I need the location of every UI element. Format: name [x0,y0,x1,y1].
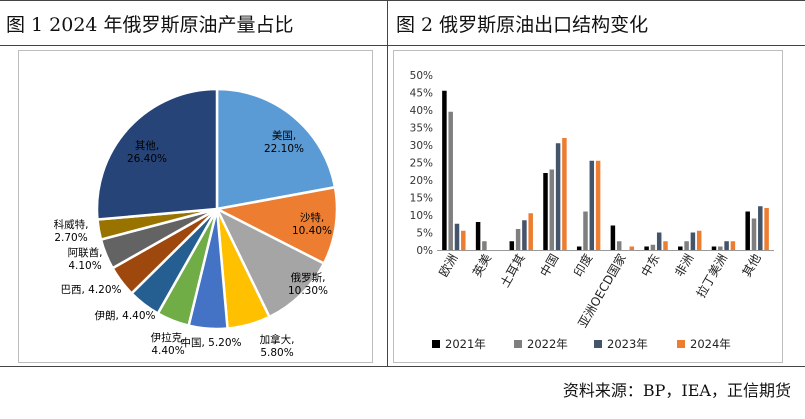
pie-label-9: 科威特, 2.70% [54,218,89,244]
bar-4-2 [589,160,595,250]
pie-label-1: 沙特, 10.40% [292,212,332,237]
category-label: 非洲 [672,252,696,280]
pie-chart-panel: 美国, 22.10% 沙特, 10.40% 俄罗斯, 10.30% 加拿大, 5.80% 中国,… [18,50,373,363]
pie-label-10: 其他, 26.40% [127,139,167,165]
bar-2-1 [515,229,521,250]
y-tick-label: 30% [410,140,433,152]
category-label: 中国 [537,251,562,279]
source-note: 资料来源：BP，IEA，正信期货 [562,381,791,400]
bar-chart-panel: 0% 5% 10% 15% 20% 25% 30% 35% 40% 45% 50% 欧洲 英美 土耳其 中国… [393,50,783,363]
bar-4-3 [595,160,601,250]
bar-5-0 [610,225,616,250]
pie-label-5: 伊拉克, 4.40% [151,331,186,357]
legend-label: 2024年 [690,337,731,351]
pie-label-2: 俄罗斯, 10.30% [288,271,328,297]
y-tick-label: 5% [416,228,433,240]
bar-3-1 [549,169,555,250]
bar-5-1 [616,241,622,250]
category-label: 英美 [470,252,494,280]
bar-6-1 [650,244,656,250]
header-rule [0,45,805,46]
pie-label-8: 阿联酋, 4.10% [68,246,103,272]
pie-slice-1 [213,185,339,266]
y-tick-label: 10% [410,210,433,222]
legend-label: 2021年 [445,337,486,351]
bar-1-0 [475,222,481,250]
bar-6-3 [663,241,668,250]
legend-swatch [432,340,440,348]
bar-5-3 [629,246,635,250]
bar-9-3 [764,208,769,250]
bar-0-0 [442,90,447,250]
bar-9-0 [745,211,750,250]
column-divider [387,0,388,366]
legend-label: 2023年 [607,337,648,351]
pie-slice-10 [95,87,219,221]
bar-0-3 [461,230,466,250]
bar-2-3 [528,213,533,250]
bar-7-1 [684,241,689,250]
bar-0-2 [454,223,460,250]
y-tick-label: 35% [410,123,433,135]
legend-label: 2022年 [527,337,568,351]
pie-label-6: 伊朗, 4.40% [94,310,155,322]
bottom-rule [0,366,805,367]
y-tick-label: 25% [410,158,433,170]
bar-4-0 [576,246,582,250]
bar-3-3 [562,138,567,250]
bar-2-0 [509,241,515,250]
top-rule [0,0,805,1]
bar-9-2 [758,206,763,250]
bar-2-2 [522,220,527,250]
y-tick-label: 50% [410,70,433,82]
y-tick-label: 15% [410,193,433,205]
bar-8-3 [730,241,736,250]
bar-0-1 [448,111,453,250]
pie-label-4: 中国, 5.20% [180,336,241,349]
bar-6-0 [644,246,649,250]
bar-8-2 [724,241,729,250]
pie-label-7: 巴西, 4.20% [60,284,121,296]
pie-slice-0 [215,87,337,211]
bar-7-2 [690,232,696,250]
bar-1-1 [482,241,487,250]
category-label: 土耳其 [498,252,528,290]
y-tick-label: 0% [416,245,433,257]
pie-chart: 美国, 22.10% 沙特, 10.40% 俄罗斯, 10.30% 加拿大, 5.80% 中国,… [54,87,339,359]
legend-swatch [677,340,685,348]
bar-8-0 [711,246,717,250]
pie-slice-2 [214,206,326,319]
y-tick-label: 45% [410,88,433,100]
legend-swatch [594,340,602,348]
bar-9-1 [751,218,757,250]
category-label: 欧洲 [436,252,460,280]
figure2-title: 图 2 俄罗斯原油出口结构变化 [396,14,649,36]
y-tick-label: 40% [410,105,433,117]
y-tick-label: 20% [410,175,433,187]
figure1-title: 图 1 2024 年俄罗斯原油产量占比 [6,14,294,36]
bar-8-1 [718,246,723,250]
bar-chart: 0% 5% 10% 15% 20% 25% 30% 35% 40% 45% 50% 欧洲 英美 土耳其 中国… [410,70,774,351]
bar-7-0 [678,246,683,250]
category-label: 拉丁美洲 [693,251,730,300]
bar-7-3 [696,230,702,250]
pie-label-0: 美国, 22.10% [264,129,304,155]
bar-3-0 [543,173,548,250]
category-label: 中东 [638,251,663,279]
pie-label-3: 加拿大, 5.80% [260,333,295,359]
bar-6-2 [656,232,662,250]
bar-4-1 [583,211,588,250]
category-label: 印度 [570,251,595,279]
legend-swatch [514,340,522,348]
bar-3-2 [555,143,561,250]
category-label: 其他 [740,252,764,280]
